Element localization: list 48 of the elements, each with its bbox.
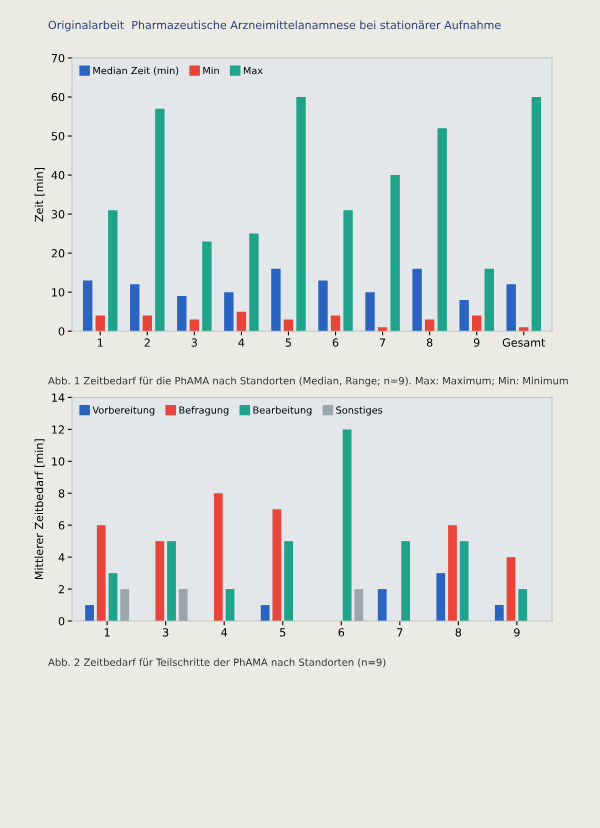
bar — [155, 108, 165, 332]
bar — [224, 292, 234, 332]
bar — [249, 233, 259, 332]
bar — [437, 128, 447, 332]
bar — [95, 315, 105, 332]
bar — [436, 573, 446, 621]
bar — [155, 541, 165, 621]
bar — [236, 311, 247, 332]
bar — [318, 280, 328, 332]
bar — [120, 589, 130, 621]
bar — [401, 541, 411, 621]
bar — [365, 292, 375, 332]
bar — [531, 96, 542, 332]
bar — [459, 541, 469, 621]
bar — [260, 605, 270, 621]
bar — [424, 319, 435, 332]
bar — [390, 175, 400, 332]
bar — [342, 429, 352, 621]
bar — [142, 315, 152, 332]
bar — [167, 541, 176, 621]
bar — [448, 525, 457, 621]
bar — [459, 299, 469, 332]
bar — [484, 268, 494, 332]
bar — [343, 210, 353, 332]
bar — [189, 319, 200, 332]
bar — [283, 319, 294, 332]
bar — [506, 284, 516, 332]
bar — [472, 315, 482, 332]
bar — [130, 284, 140, 332]
bar — [82, 280, 93, 332]
bar — [271, 268, 281, 332]
bar — [412, 268, 422, 332]
bar — [354, 589, 364, 621]
bar — [296, 96, 306, 332]
bar — [377, 589, 387, 621]
bar — [506, 557, 516, 621]
bar — [96, 525, 106, 621]
bar — [85, 605, 94, 621]
bar — [330, 315, 341, 332]
bar — [494, 605, 504, 621]
bar — [213, 493, 223, 621]
bar — [284, 541, 293, 621]
bar — [108, 210, 118, 332]
bar — [202, 241, 212, 332]
bar — [518, 589, 528, 621]
bar — [272, 509, 282, 621]
bar — [177, 296, 187, 332]
bar — [178, 589, 188, 621]
